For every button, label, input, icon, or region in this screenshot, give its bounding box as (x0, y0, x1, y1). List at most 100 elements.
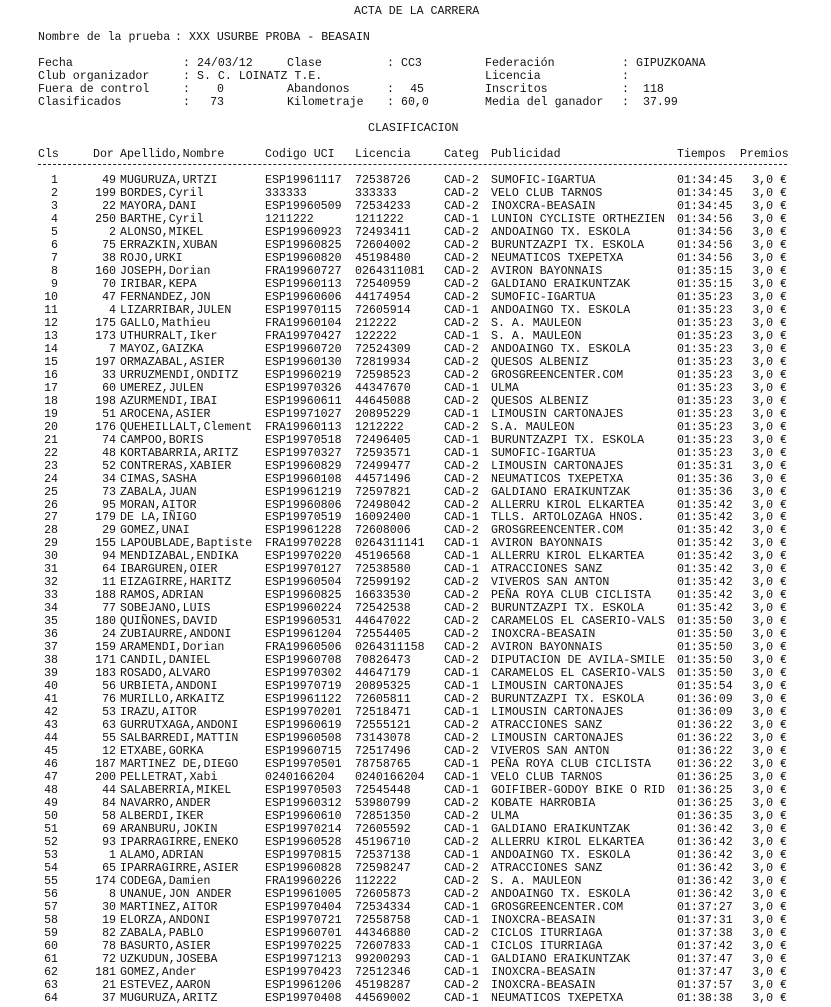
cell-cls: 27 (44, 511, 58, 525)
cell-premio: 3,0 € (752, 602, 787, 616)
cell-premio: 3,0 € (752, 900, 787, 914)
cell-tiempo: 01:35:23 (677, 316, 733, 330)
cell-dor: 37 (102, 991, 116, 1005)
cell-name: FERNANDEZ,JON (120, 290, 211, 304)
sep: : (183, 70, 190, 83)
cell-uci: ESP19960825 (265, 589, 342, 603)
cell-categ: CAD-1 (444, 900, 479, 914)
cell-name: LIZARRIBAR,JULEN (120, 303, 232, 317)
cell-categ: CAD-2 (444, 797, 479, 811)
cell-dor: 12 (102, 745, 116, 759)
cell-categ: CAD-1 (444, 511, 479, 525)
cell-categ: CAD-1 (444, 550, 479, 564)
cell-publicidad: VELO CLUB TARNOS (491, 771, 603, 785)
cell-dor: 78 (102, 939, 116, 953)
cell-dor: 49 (102, 174, 116, 187)
cell-name: ORMAZABAL,ASIER (120, 355, 225, 369)
cell-premio: 3,0 € (752, 238, 787, 252)
cell-uci: ESP19970815 (265, 848, 342, 862)
cell-categ: CAD-1 (444, 706, 479, 720)
inscritos-value: 118 (643, 83, 664, 96)
cell-tiempo: 01:35:54 (677, 680, 733, 694)
cell-dor: 55 (102, 732, 116, 746)
cell-publicidad: GALDIANO ERAIKUNTZAK (491, 952, 631, 966)
cell-publicidad: INOXCRA-BEASAIN (491, 913, 596, 927)
col-tiempos: Tiempos (677, 148, 726, 161)
cell-uci: ESP19970503 (265, 784, 342, 798)
cell-licencia: 20895325 (355, 680, 411, 694)
cell-uci: FRA19960104 (265, 316, 342, 330)
cell-cls: 47 (44, 771, 58, 785)
cell-categ: CAD-2 (444, 394, 479, 408)
cell-dor: 4 (109, 303, 116, 317)
cell-dor: 60 (102, 381, 116, 395)
cell-cls: 15 (44, 355, 58, 369)
race-name-value: XXX USURBE PROBA - BEASAIN (189, 31, 370, 44)
cell-categ: CAD-1 (444, 433, 479, 447)
cell-uci: ESP19960224 (265, 602, 342, 616)
cell-cls: 9 (51, 277, 58, 291)
cell-tiempo: 01:35:23 (677, 303, 733, 317)
cell-name: IRIBAR,KEPA (120, 277, 197, 291)
cell-name: ROJO,URKI (120, 251, 183, 265)
cell-publicidad: S. A. MAULEON (491, 874, 582, 888)
cell-tiempo: 01:34:56 (677, 225, 733, 239)
cell-cls: 16 (44, 368, 58, 382)
cell-premio: 3,0 € (752, 758, 787, 772)
cell-publicidad: ALLERRU KIROL ELKARTEA (491, 550, 645, 564)
cell-publicidad: LIMOUSIN CARTONAJES (491, 732, 624, 746)
cell-publicidad: NEUMATICOS TXEPETXA (491, 991, 624, 1005)
cell-cls: 14 (44, 342, 58, 356)
header-divider (38, 164, 787, 165)
cell-name: ROSADO,ALVARO (120, 667, 211, 681)
cell-name: MURILLO,ARKAITZ (120, 693, 225, 707)
cell-uci: ESP19970404 (265, 900, 342, 914)
cell-tiempo: 01:35:50 (677, 628, 733, 642)
club-value: S. C. LOINATZ T.E. (197, 70, 323, 83)
cell-premio: 3,0 € (752, 342, 787, 356)
cell-premio: 3,0 € (752, 563, 787, 577)
cell-tiempo: 01:37:57 (677, 978, 733, 992)
cell-premio: 3,0 € (752, 797, 787, 811)
cell-tiempo: 01:35:23 (677, 342, 733, 356)
cell-name: JOSEPH,Dorian (120, 264, 211, 278)
cell-licencia: 72819934 (355, 355, 411, 369)
col-cls: Cls (38, 148, 59, 161)
cell-licencia: 44647022 (355, 615, 411, 629)
cell-dor: 48 (102, 446, 116, 460)
cell-uci: FRA19960506 (265, 641, 342, 655)
cell-licencia: 72599192 (355, 576, 411, 590)
cell-tiempo: 01:36:22 (677, 745, 733, 759)
cell-categ: CAD-1 (444, 758, 479, 772)
col-uci: Codigo UCI (265, 148, 335, 161)
cell-cls: 41 (44, 693, 58, 707)
cell-categ: CAD-1 (444, 563, 479, 577)
cell-premio: 3,0 € (752, 693, 787, 707)
cell-licencia: 72593571 (355, 446, 411, 460)
cell-uci: ESP19970225 (265, 939, 342, 953)
cell-uci: ESP19960806 (265, 498, 342, 512)
cell-name: LAPOUBLADE,Baptiste (120, 537, 253, 551)
cell-uci: ESP19961122 (265, 693, 342, 707)
cell-dor: 29 (102, 524, 116, 538)
cell-uci: ESP19960113 (265, 277, 342, 291)
cell-tiempo: 01:35:23 (677, 446, 733, 460)
cell-uci: FRA19960113 (265, 420, 342, 434)
cell-categ: CAD-1 (444, 407, 479, 421)
cell-cls: 52 (44, 835, 58, 849)
cell-name: ARAMENDI,Dorian (120, 641, 225, 655)
cell-publicidad: ANDOAINGO TX. ESKOLA (491, 848, 631, 862)
cell-dor: 197 (95, 355, 116, 369)
cell-categ: CAD-2 (444, 264, 479, 278)
cell-name: NAVARRO,ANDER (120, 797, 211, 811)
section-title: CLASIFICACION (368, 122, 459, 135)
cell-name: AZURMENDI,IBAI (120, 394, 218, 408)
cell-premio: 3,0 € (752, 368, 787, 382)
cell-name: GALLO,Mathieu (120, 316, 211, 330)
cell-premio: 3,0 € (752, 965, 787, 979)
cell-publicidad: S.A. MAULEON (491, 420, 575, 434)
cell-tiempo: 01:34:56 (677, 212, 733, 226)
cell-dor: 52 (102, 459, 116, 473)
cell-cls: 37 (44, 641, 58, 655)
cell-uci: ESP19970423 (265, 965, 342, 979)
